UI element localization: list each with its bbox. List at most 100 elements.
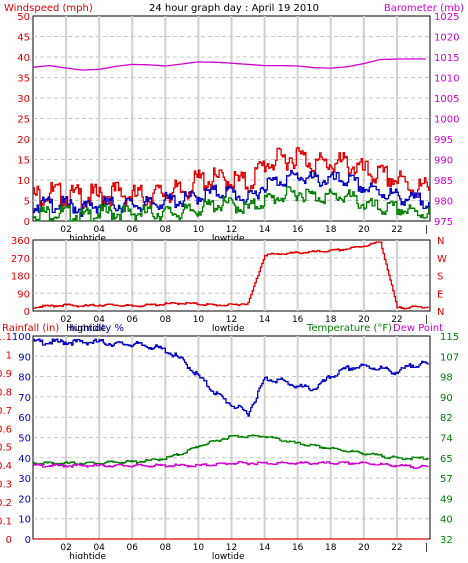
rain-tick-label: 0.2 xyxy=(0,498,12,509)
wind-time-label-annotation: hightide xyxy=(69,234,106,244)
wind-tick-label: 30 xyxy=(17,94,30,105)
humidity-tick-label: 100 xyxy=(12,332,31,343)
temperature-tick-label: 40 xyxy=(440,515,453,526)
barometer-tick-label: 1015 xyxy=(434,53,459,64)
series-barometer xyxy=(32,58,426,71)
compass-tick-label: N xyxy=(437,307,444,318)
rain-tick-label: 1 xyxy=(6,350,12,361)
humidity-time-label: | xyxy=(425,543,428,553)
humidity-tick-label: 30 xyxy=(18,474,31,485)
humidity-time-label: 14 xyxy=(259,543,271,553)
wind-time-label-annotation: lowtide xyxy=(212,234,245,244)
humidity-tick-label: 0 xyxy=(25,535,31,546)
direction-time-label: 12 xyxy=(226,315,237,325)
wind-tick-label: 5 xyxy=(24,197,30,208)
direction-time-label: 22 xyxy=(391,315,402,325)
rain-tick-label: 0.8 xyxy=(0,387,12,398)
humidity-time-label: 02 xyxy=(60,543,71,553)
humidity-time-label: 18 xyxy=(325,543,337,553)
direction-tick-label: 180 xyxy=(11,272,30,283)
wind-tick-label: 50 xyxy=(17,12,30,23)
rain-tick-label: 0.3 xyxy=(0,480,12,491)
temperature-tick-label: 98 xyxy=(440,373,453,384)
direction-time-label: 20 xyxy=(358,315,370,325)
series-average xyxy=(33,169,430,218)
barometer-tick-label: 1010 xyxy=(434,74,459,85)
wind-time-label: 20 xyxy=(358,225,370,235)
rain-tick-label: 0 xyxy=(6,535,12,546)
temperature-tick-label: 82 xyxy=(440,413,453,424)
wind-time-label: 06 xyxy=(127,225,139,235)
barometer-tick-label: 1005 xyxy=(434,94,459,105)
humidity-tick-label: 10 xyxy=(18,515,31,526)
temperature-tick-label: 74 xyxy=(440,434,453,445)
humidity-time-label: 08 xyxy=(160,543,172,553)
wind-time-label: 02 xyxy=(60,225,71,235)
humidity-tick-label: 20 xyxy=(18,494,31,505)
humidity-tick-label: 70 xyxy=(18,393,31,404)
temperature-tick-label: 32 xyxy=(440,535,453,546)
windspeed-label: Windspeed (mph) xyxy=(4,3,93,14)
wind-tick-label: 20 xyxy=(17,135,30,146)
rain-tick-label: 0.7 xyxy=(0,406,12,417)
series-dewpoint xyxy=(33,461,429,469)
direction-time-label: | xyxy=(425,315,428,325)
dewpoint-label: Dew Point xyxy=(393,323,443,334)
barometer-tick-label: 975 xyxy=(434,217,453,228)
wind-time-label: 18 xyxy=(325,225,337,235)
humidity-time-label: 04 xyxy=(93,543,105,553)
rain-tick-label: 0.4 xyxy=(0,461,12,472)
humidity-label: Humidity % xyxy=(66,323,124,334)
chart-layer: 0510152025303540455097598098599099510001… xyxy=(0,12,459,562)
rain-tick-label: 0.9 xyxy=(0,369,12,380)
direction-time-label: 08 xyxy=(160,315,172,325)
wind-time-label: 08 xyxy=(160,225,172,235)
wind-time-label: 14 xyxy=(259,225,271,235)
direction-tick-label: 360 xyxy=(11,236,30,247)
humidity-tick-label: 60 xyxy=(18,413,31,424)
wind-time-label: 16 xyxy=(292,225,304,235)
rain-tick-label: 0.6 xyxy=(0,424,12,435)
direction-time-label: 16 xyxy=(292,315,304,325)
humidity-time-label: 20 xyxy=(358,543,370,553)
wind-tick-label: 40 xyxy=(17,53,30,64)
humidity-time-label: 12 xyxy=(226,543,237,553)
humidity-time-label: 22 xyxy=(391,543,402,553)
compass-tick-label: W xyxy=(437,254,447,265)
wind-time-label: | xyxy=(425,225,428,235)
rain-tick-label: 0.5 xyxy=(0,443,12,454)
compass-tick-label: S xyxy=(437,272,443,283)
direction-time-label: 18 xyxy=(325,315,337,325)
barometer-tick-label: 990 xyxy=(434,156,453,167)
series-gust xyxy=(33,146,430,209)
wind-tick-label: 10 xyxy=(17,176,30,187)
direction-time-label-annotation: hightide xyxy=(69,324,106,334)
temperature-tick-label: 90 xyxy=(440,393,453,404)
humidity-time-label: 06 xyxy=(127,543,139,553)
wind-time-label: 04 xyxy=(93,225,105,235)
wind-tick-label: 25 xyxy=(17,115,30,126)
humidity-time-label-annotation: lowtide xyxy=(212,552,245,559)
compass-tick-label: E xyxy=(437,289,443,300)
wind-time-label: 12 xyxy=(226,225,237,235)
wind-tick-label: 15 xyxy=(17,156,30,167)
temperature-tick-label: 115 xyxy=(440,332,459,343)
wind-tick-label: 45 xyxy=(17,33,30,44)
wind-time-label: 10 xyxy=(193,225,205,235)
barometer-tick-label: 1025 xyxy=(434,12,459,23)
compass-tick-label: N xyxy=(437,236,444,247)
series-direction xyxy=(33,241,430,310)
direction-tick-label: 0 xyxy=(24,307,30,318)
temperature-label: Temperature (°F) xyxy=(306,323,392,334)
wind-tick-label: 35 xyxy=(17,74,30,85)
temperature-tick-label: 49 xyxy=(440,494,453,505)
rain-tick-label: 0.1 xyxy=(0,517,12,528)
direction-time-label: 14 xyxy=(259,315,271,325)
wind-time-label: 22 xyxy=(391,225,402,235)
series-temperature xyxy=(33,434,430,466)
direction-tick-label: 270 xyxy=(11,254,30,265)
direction-time-label: 10 xyxy=(193,315,205,325)
barometer-tick-label: 995 xyxy=(434,135,453,146)
